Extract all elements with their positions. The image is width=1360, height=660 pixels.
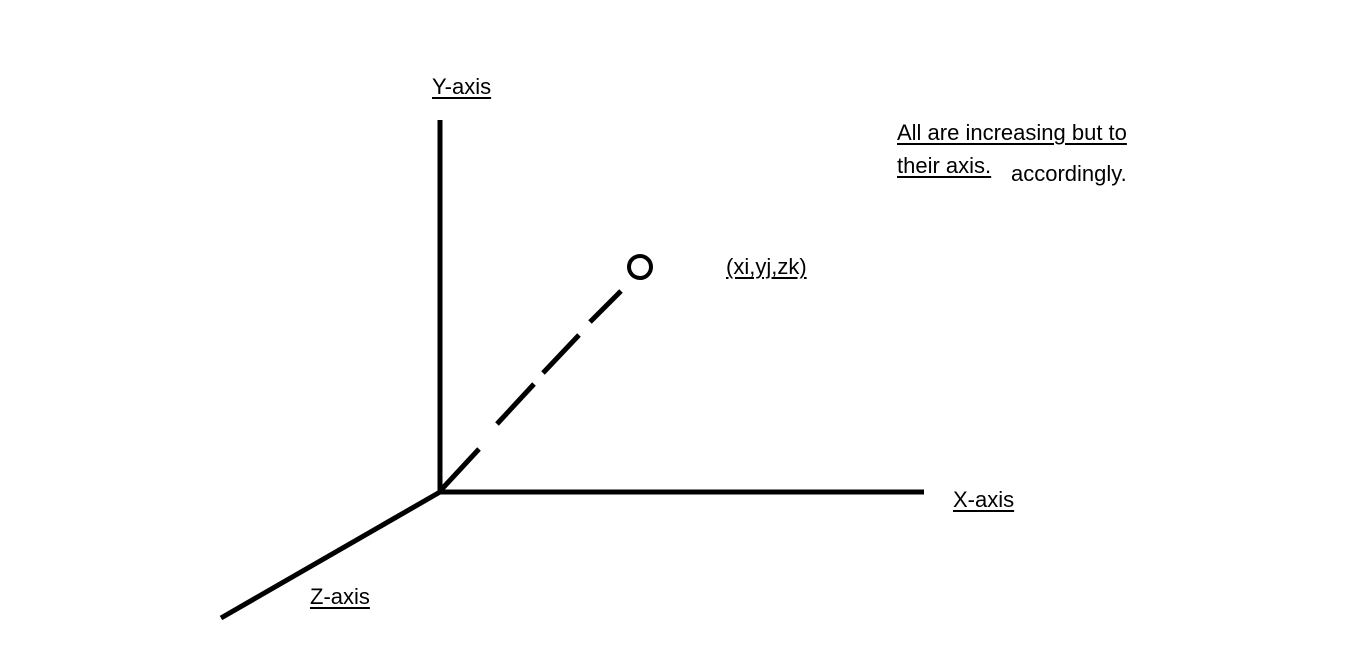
note-tail: accordingly.: [1011, 161, 1127, 186]
dash-segment: [588, 289, 623, 324]
dash-segment: [541, 333, 581, 375]
x-axis-label: X-axis: [953, 487, 1015, 512]
z-axis-label: Z-axis: [310, 584, 370, 609]
note-line-1: All are increasing but to: [897, 120, 1127, 145]
z-axis-line: [219, 489, 442, 621]
dash-segment: [495, 382, 536, 426]
y-axis-label: Y-axis: [432, 74, 492, 99]
point-marker: [627, 254, 653, 280]
point-label: (xi,yj,zk): [726, 254, 807, 279]
projection-dashed-line: [439, 289, 623, 492]
dash-segment: [439, 447, 481, 492]
note-line-2: their axis.: [897, 153, 992, 178]
